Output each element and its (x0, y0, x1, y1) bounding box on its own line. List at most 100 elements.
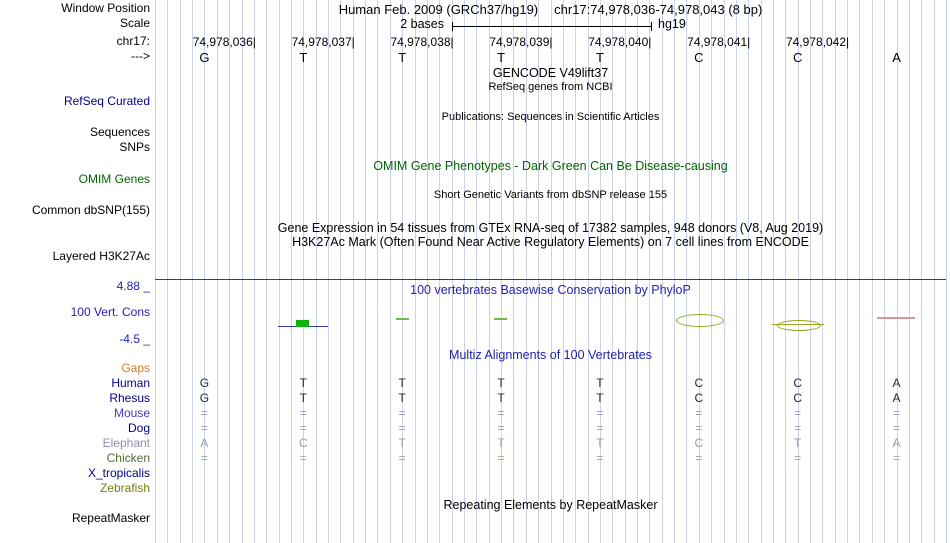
alignment-base: T (497, 376, 505, 390)
species-label-x_tropicalis[interactable]: X_tropicalis (87, 466, 150, 480)
track-title-publications[interactable]: Publications: Sequences in Scientific Ar… (441, 111, 660, 123)
alignment-base: = (398, 406, 406, 420)
ruler-position-label: 74,978,036| (192, 35, 256, 49)
ruler-position-label: 74,978,042| (785, 35, 850, 49)
alignment-base: A (200, 436, 209, 450)
species-label-mouse[interactable]: Mouse (113, 406, 150, 420)
grid-line (946, 0, 947, 543)
reference-base: A (892, 50, 901, 65)
track-title-gencode[interactable]: GENCODE V49lift37 (492, 66, 609, 80)
grid-line (217, 0, 218, 543)
grid-line (489, 0, 490, 543)
track-label-common-dbsnp[interactable]: Common dbSNP(155) (31, 203, 150, 217)
grid-line (798, 0, 799, 543)
grid-line (452, 0, 453, 543)
grid-line (167, 0, 168, 543)
label-scale: Scale (119, 16, 150, 30)
alignment-base: = (794, 451, 802, 465)
alignment-base: = (497, 451, 505, 465)
grid-line (872, 0, 873, 543)
track-title-gtex[interactable]: Gene Expression in 54 tissues from GTEx … (277, 221, 824, 235)
grid-line (464, 0, 465, 543)
alignment-base: = (695, 451, 703, 465)
track-title-omim[interactable]: OMIM Gene Phenotypes - Dark Green Can Be… (373, 159, 728, 173)
grid-line (736, 0, 737, 543)
grid-line (612, 0, 613, 543)
grid-line (810, 0, 811, 543)
grid-line (439, 0, 440, 543)
grid-line (575, 0, 576, 543)
track-title-multiz[interactable]: Multiz Alignments of 100 Vertebrates (449, 348, 652, 362)
track-title-refseq[interactable]: RefSeq genes from NCBI (488, 81, 613, 93)
track-label-omim-genes[interactable]: OMIM Genes (78, 172, 150, 186)
alignment-base: T (398, 391, 406, 405)
species-label-human[interactable]: Human (111, 376, 150, 390)
alignment-base: C (694, 376, 704, 390)
alignment-base: = (596, 421, 604, 435)
alignment-base: T (596, 391, 604, 405)
reference-base: C (694, 50, 704, 65)
assembly-name: Human Feb. 2009 (GRCh37/hg19) (338, 2, 539, 17)
alignment-base: = (893, 451, 901, 465)
alignment-base: = (200, 406, 208, 420)
grid-line (724, 0, 725, 543)
grid-line (291, 0, 292, 543)
alignment-base: T (497, 391, 505, 405)
track-label-snps[interactable]: SNPs (119, 140, 150, 154)
species-label-elephant[interactable]: Elephant (102, 436, 150, 450)
alignment-base: A (892, 436, 901, 450)
grid-line (316, 0, 317, 543)
grid-line (847, 0, 848, 543)
track-title-phylop[interactable]: 100 vertebrates Basewise Conservation by… (410, 283, 691, 297)
alignment-base: T (497, 436, 505, 450)
alignment-base: = (299, 421, 307, 435)
scale-bar (452, 22, 652, 31)
alignment-base: = (497, 421, 505, 435)
species-label-chicken[interactable]: Chicken (106, 451, 150, 465)
track-label-layered-h3k27ac[interactable]: Layered H3K27Ac (52, 249, 150, 263)
species-label-rhesus[interactable]: Rhesus (109, 391, 150, 405)
phylop-mark-pink-dash (877, 317, 915, 319)
species-label-dog[interactable]: Dog (127, 421, 150, 435)
alignment-base: = (893, 406, 901, 420)
track-title-repeatmasker[interactable]: Repeating Elements by RepeatMasker (443, 498, 658, 512)
alignment-base: C (793, 376, 803, 390)
reference-base: G (199, 50, 210, 65)
alignment-base: = (596, 406, 604, 420)
alignment-base: T (398, 436, 406, 450)
grid-line (835, 0, 836, 543)
track-title-h3k27ac[interactable]: H3K27Ac Mark (Often Found Near Active Re… (292, 235, 809, 249)
species-label-zebrafish[interactable]: Zebrafish (99, 481, 150, 495)
alignment-base: = (794, 421, 802, 435)
grid-line (699, 0, 700, 543)
track-label-repeatmasker[interactable]: RepeatMasker (71, 511, 150, 525)
grid-line (390, 0, 391, 543)
window-position: chr17:74,978,036-74,978,043 (8 bp) (554, 2, 763, 17)
phylop-mark-olive-line (772, 324, 824, 325)
grid-line (526, 0, 527, 543)
grid-line (551, 0, 552, 543)
phylop-mark-green-dash-1 (396, 318, 409, 320)
ruler-position-label: 74,978,041| (687, 35, 751, 49)
alignment-base: = (299, 451, 307, 465)
grid-line (155, 0, 156, 543)
species-label-gaps[interactable]: Gaps (121, 361, 150, 375)
reference-base: T (398, 50, 407, 65)
track-label-sequences[interactable]: Sequences (89, 125, 150, 139)
alignment-base: = (596, 451, 604, 465)
alignment-base: T (596, 376, 604, 390)
grid-line (686, 0, 687, 543)
grid-line (204, 0, 205, 543)
track-label-refseq-curated[interactable]: RefSeq Curated (63, 94, 150, 108)
grid-line (340, 0, 341, 543)
scale-bar-line (453, 26, 651, 27)
track-label-100-vert-cons[interactable]: 100 Vert. Cons (70, 305, 150, 319)
grid-line (563, 0, 564, 543)
track-title-dbsnp[interactable]: Short Genetic Variants from dbSNP releas… (433, 189, 668, 201)
grid-line (402, 0, 403, 543)
grid-line (476, 0, 477, 543)
alignment-base: C (793, 391, 803, 405)
reference-base: T (299, 50, 308, 65)
alignment-base: T (794, 436, 802, 450)
label-chromosome: chr17: (116, 34, 150, 48)
